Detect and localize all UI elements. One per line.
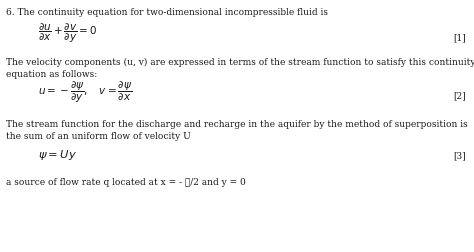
Text: $\psi=Uy$: $\psi=Uy$ — [38, 148, 77, 162]
Text: $u=-\dfrac{\partial \psi}{\partial y},\quad v=\dfrac{\partial \psi}{\partial x}$: $u=-\dfrac{\partial \psi}{\partial y},\q… — [38, 80, 132, 105]
Text: the sum of an uniform flow of velocity U: the sum of an uniform flow of velocity U — [6, 132, 191, 141]
Text: [3]: [3] — [453, 151, 466, 161]
Text: 6. The continuity equation for two-dimensional incompressible fluid is: 6. The continuity equation for two-dimen… — [6, 8, 328, 17]
Text: The stream function for the discharge and recharge in the aquifer by the method : The stream function for the discharge an… — [6, 120, 468, 129]
Text: $\dfrac{\partial u}{\partial x}+\dfrac{\partial v}{\partial y}=0$: $\dfrac{\partial u}{\partial x}+\dfrac{\… — [38, 22, 97, 45]
Text: The velocity components (u, v) are expressed in terms of the stream function to : The velocity components (u, v) are expre… — [6, 58, 474, 67]
Text: a source of flow rate q located at x = - ℓ/2 and y = 0: a source of flow rate q located at x = -… — [6, 178, 246, 187]
Text: equation as follows:: equation as follows: — [6, 70, 97, 79]
Text: [1]: [1] — [453, 34, 466, 43]
Text: [2]: [2] — [453, 91, 466, 101]
